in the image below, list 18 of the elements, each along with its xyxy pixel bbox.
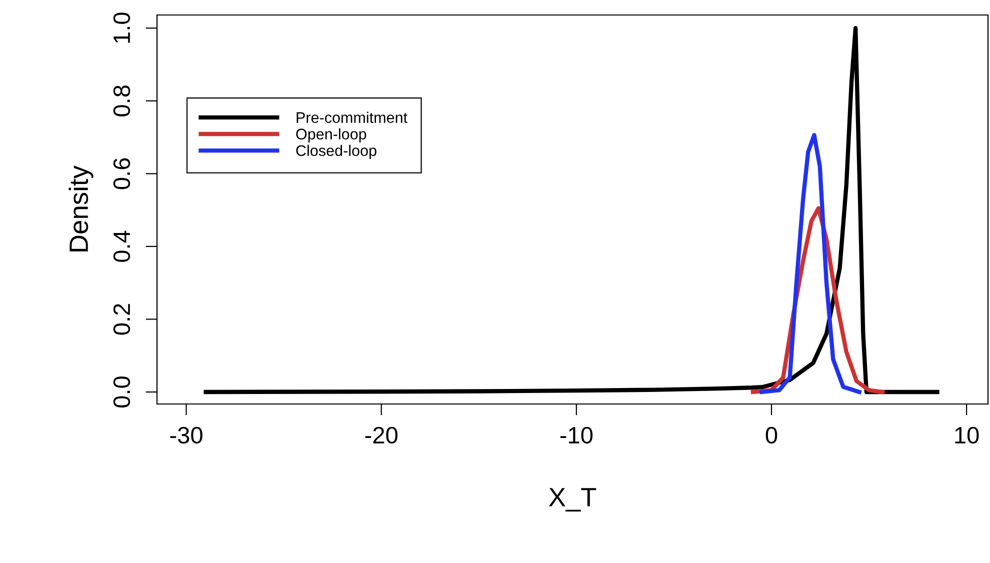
y-tick-label: 0.8 bbox=[113, 85, 130, 116]
y-tick-label: 0.2 bbox=[113, 304, 130, 335]
x-tick-label: 0 bbox=[766, 426, 778, 444]
line-series bbox=[760, 133, 862, 394]
legend-label: Pre-commitment bbox=[296, 112, 408, 123]
x-tick-label: -30 bbox=[170, 426, 202, 444]
x-tick-label: 10 bbox=[955, 426, 979, 444]
y-tick-label: 0.6 bbox=[113, 158, 130, 190]
y-tick-label: 0.0 bbox=[113, 376, 130, 408]
legend-label: Open-loop bbox=[296, 128, 366, 143]
x-tick-label: -10 bbox=[560, 426, 593, 444]
y-axis-title: Density bbox=[68, 166, 94, 252]
y-tick-label: 1.0 bbox=[113, 12, 130, 43]
y-tick-label: 0.4 bbox=[113, 230, 130, 262]
legend-label: Closed-loop bbox=[296, 144, 376, 160]
line-series bbox=[204, 26, 940, 394]
x-axis-title: X_T bbox=[548, 488, 596, 512]
x-tick-label: -20 bbox=[365, 426, 398, 444]
